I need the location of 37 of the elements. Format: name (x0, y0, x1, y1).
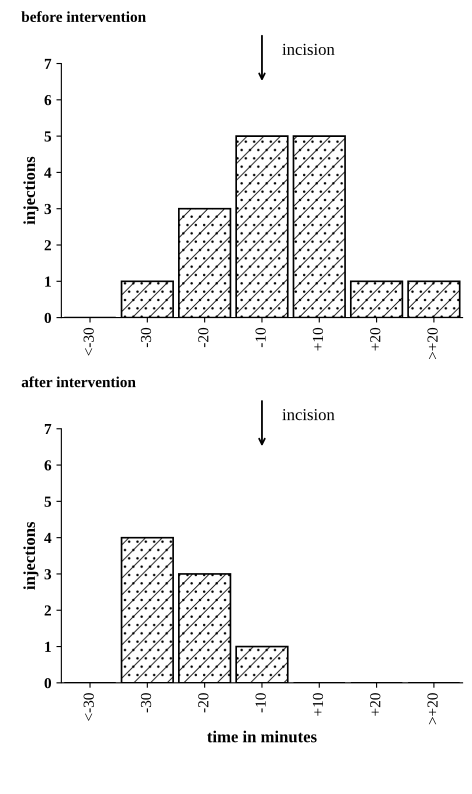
x-tick-label: -20 (198, 693, 208, 712)
y-tick-label: 3 (44, 569, 52, 580)
text: incision (282, 44, 335, 55)
x-tick-label: <-30 (84, 693, 94, 721)
y-tick-label: 1 (45, 276, 51, 287)
x-tick-label: -30 (140, 693, 152, 712)
y-tick-label: 0 (44, 678, 52, 688)
y-axis-title: injections (23, 156, 38, 224)
y-tick-label: 6 (44, 460, 52, 471)
x-tick-label: +20 (370, 693, 380, 716)
x-tick-label: -30 (140, 328, 152, 348)
x-tick-label: >+20 (427, 693, 438, 724)
x-tick-label: +10 (312, 328, 324, 350)
x-tick-label: +10 (312, 693, 324, 716)
chart-title: after intervention (22, 376, 136, 388)
x-tick-label: +20 (370, 328, 380, 350)
y-tick-label: 7 (44, 424, 52, 434)
x-tick-label: >+20 (427, 328, 438, 360)
y-tick-label: 4 (44, 168, 52, 178)
x-tick-label: -10 (255, 693, 266, 712)
text: incision (282, 409, 335, 420)
y-tick-label: 3 (44, 204, 52, 214)
x-tick-label: -10 (255, 328, 266, 348)
y-tick-label: 5 (44, 131, 52, 142)
y-tick-label: 7 (44, 58, 52, 69)
y-tick-label: 1 (45, 642, 51, 652)
y-tick-label: 6 (44, 95, 52, 106)
x-tick-label: <-30 (84, 328, 94, 356)
y-axis-title: injections (23, 522, 38, 590)
y-tick-label: 4 (44, 532, 52, 543)
y-tick-label: 0 (44, 312, 52, 324)
x-tick-label: -20 (198, 328, 208, 348)
y-tick-label: 5 (44, 496, 52, 507)
x-axis-title: time in minutes (207, 730, 317, 742)
y-tick-label: 2 (44, 240, 51, 250)
y-tick-label: 2 (44, 605, 51, 616)
chart-title: before intervention (21, 11, 146, 22)
